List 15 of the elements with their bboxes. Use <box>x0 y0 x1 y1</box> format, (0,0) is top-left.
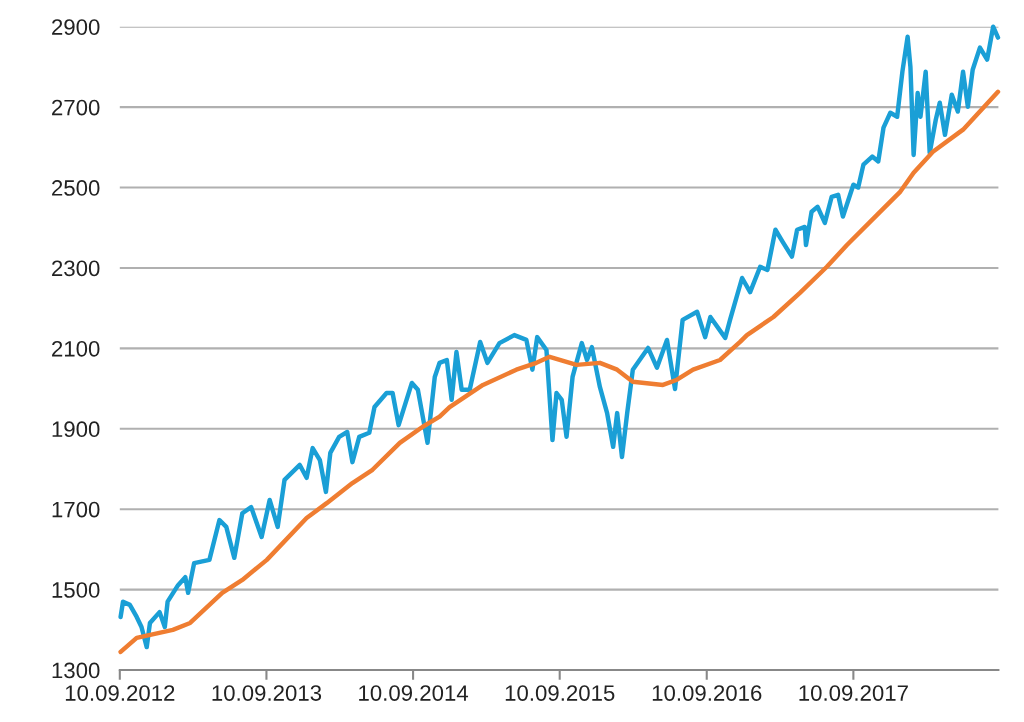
x-tick-label: 10.09.2016 <box>652 685 762 701</box>
y-tick-label: 1300 <box>52 662 100 679</box>
x-tick-label: 10.09.2015 <box>505 685 615 701</box>
y-tick-label: 1900 <box>52 421 100 438</box>
y-tick-label: 2900 <box>52 19 100 35</box>
x-tick-label: 10.09.2012 <box>65 685 175 701</box>
x-tick-label: 10.09.2014 <box>359 685 469 701</box>
y-tick-label: 2500 <box>52 180 100 196</box>
y-tick-label: 1700 <box>52 501 100 518</box>
y-tick-label: 1500 <box>52 582 100 598</box>
y-tick-label: 2100 <box>52 340 100 357</box>
y-tick-label: 2300 <box>52 260 100 277</box>
x-tick-label: 10.09.2017 <box>799 685 908 701</box>
y-tick-label: 2700 <box>52 99 100 116</box>
x-tick-label: 10.09.2013 <box>212 685 322 701</box>
